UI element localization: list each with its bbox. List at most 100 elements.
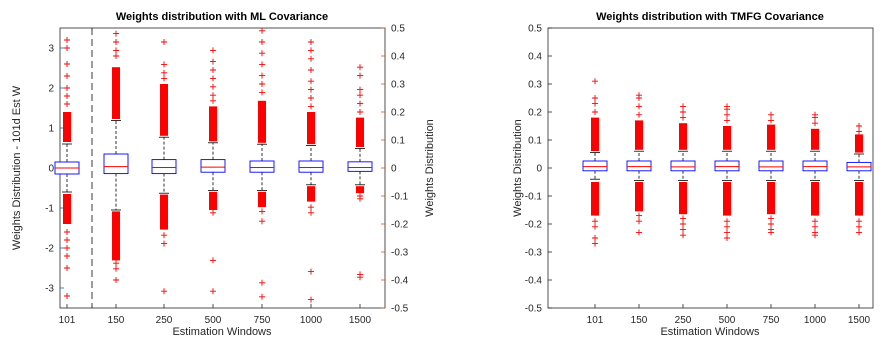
- outlier-marker: [812, 120, 818, 127]
- outlier-marker: [210, 92, 216, 99]
- outlier-marker: [357, 86, 363, 93]
- outlier-cluster-high: [258, 100, 266, 143]
- outlier-marker: [768, 221, 774, 227]
- outlier-cluster-low: [679, 182, 687, 215]
- outlier-marker: [64, 253, 70, 259]
- tmfg-y-tick-label: -0.4: [525, 276, 543, 287]
- outlier-marker: [768, 117, 774, 124]
- outlier-cluster-high: [209, 106, 217, 142]
- outlier-cluster-high: [160, 84, 168, 136]
- ml-right-y-tick-label: -0.2: [391, 220, 409, 231]
- tmfg-box-1500: [846, 123, 872, 236]
- outlier-marker: [357, 72, 363, 79]
- outlier-cluster-low: [723, 182, 731, 216]
- outlier-marker: [308, 296, 314, 303]
- ml-box-101: [54, 37, 80, 299]
- outlier-marker: [64, 61, 70, 67]
- outlier-cluster-high: [679, 123, 687, 150]
- ml-box-1500: [347, 64, 373, 281]
- ml-left-y-axis-label: Weights Distribution - 101d Est W: [11, 85, 23, 250]
- outlier-marker: [357, 64, 363, 71]
- outlier-marker: [64, 101, 70, 107]
- tmfg-x-tick-label: 150: [631, 315, 648, 326]
- ml-x-axis-label: Estimation Windows: [172, 326, 272, 338]
- outlier-marker: [308, 209, 314, 216]
- ml-box-500: [200, 47, 226, 295]
- outlier-marker: [161, 39, 167, 45]
- ml-covariance-chart: Weights distribution with ML Covariance …: [11, 11, 436, 338]
- outlier-marker: [357, 195, 363, 202]
- outlier-marker: [64, 245, 70, 251]
- outlier-marker: [636, 229, 642, 236]
- tmfg-box-250: [670, 103, 696, 239]
- outlier-cluster-low: [307, 186, 315, 202]
- outlier-marker: [680, 221, 686, 227]
- outlier-marker: [161, 75, 167, 82]
- outlier-marker: [259, 81, 265, 87]
- outlier-marker: [308, 67, 314, 73]
- ml-x-tick-label: 101: [59, 315, 76, 326]
- outlier-marker: [680, 109, 686, 115]
- outlier-marker: [210, 288, 216, 295]
- outlier-marker: [680, 103, 686, 110]
- outlier-cluster-low: [356, 186, 364, 194]
- outlier-marker: [210, 83, 216, 90]
- box: [347, 161, 373, 172]
- outlier-cluster-high: [635, 120, 643, 150]
- outlier-cluster-high: [112, 67, 120, 119]
- tmfg-chart-title: Weights distribution with TMFG Covarianc…: [596, 11, 824, 23]
- ml-box-1000: [298, 39, 324, 303]
- outlier-marker: [592, 78, 598, 85]
- ml-right-y-tick-label: 0.4: [391, 52, 405, 63]
- ml-right-y-axis-label: Weights Distribution: [424, 119, 436, 217]
- ml-right-y-tick-label: 0.1: [391, 136, 405, 147]
- outlier-cluster-low: [635, 182, 643, 212]
- tmfg-y-tick-label: 0.5: [528, 24, 542, 35]
- tmfg-x-tick-label: 500: [719, 315, 736, 326]
- outlier-marker: [724, 103, 730, 110]
- outlier-marker: [308, 55, 314, 62]
- ml-left-y-tick-label: 3: [48, 44, 54, 55]
- box: [670, 160, 696, 172]
- outlier-marker: [636, 111, 642, 118]
- outlier-marker: [812, 111, 818, 118]
- outlier-cluster-low: [209, 191, 217, 210]
- outlier-marker: [592, 223, 598, 230]
- outlier-marker: [161, 61, 167, 68]
- outlier-marker: [308, 204, 314, 211]
- box: [758, 160, 784, 172]
- outlier-marker: [210, 75, 216, 82]
- outlier-marker: [680, 226, 686, 233]
- outlier-cluster-low: [855, 182, 863, 216]
- outlier-marker: [724, 223, 730, 230]
- ml-right-y-tick-label: 0.3: [391, 80, 405, 91]
- ml-right-y-tick-label: 0.5: [391, 24, 405, 35]
- tmfg-x-tick-label: 101: [587, 315, 604, 326]
- outlier-marker: [856, 223, 862, 230]
- ml-right-y-tick-label: 0: [391, 164, 397, 175]
- outlier-marker: [259, 89, 265, 96]
- outlier-marker: [812, 218, 818, 225]
- tmfg-box-150: [626, 92, 652, 236]
- tmfg-y-tick-label: -0.1: [525, 192, 543, 203]
- ml-x-tick-label: 250: [156, 315, 173, 326]
- outlier-marker: [64, 237, 70, 243]
- ml-box-750: [249, 27, 275, 300]
- ml-left-y-tick-label: 1: [48, 124, 54, 135]
- outlier-marker: [357, 92, 363, 99]
- outlier-marker: [308, 39, 314, 45]
- tmfg-box-750: [758, 111, 784, 236]
- outlier-marker: [592, 235, 598, 241]
- outlier-marker: [259, 50, 265, 57]
- outlier-marker: [64, 229, 70, 235]
- outlier-marker: [64, 85, 70, 91]
- outlier-marker: [592, 218, 598, 225]
- box: [298, 160, 324, 173]
- ml-right-y-tick-label: -0.4: [391, 276, 409, 287]
- outlier-cluster-high: [307, 112, 315, 145]
- outlier-marker: [113, 260, 119, 267]
- outlier-marker: [680, 232, 686, 239]
- outlier-marker: [161, 240, 167, 247]
- outlier-marker: [636, 92, 642, 99]
- tmfg-box-101: [582, 78, 608, 247]
